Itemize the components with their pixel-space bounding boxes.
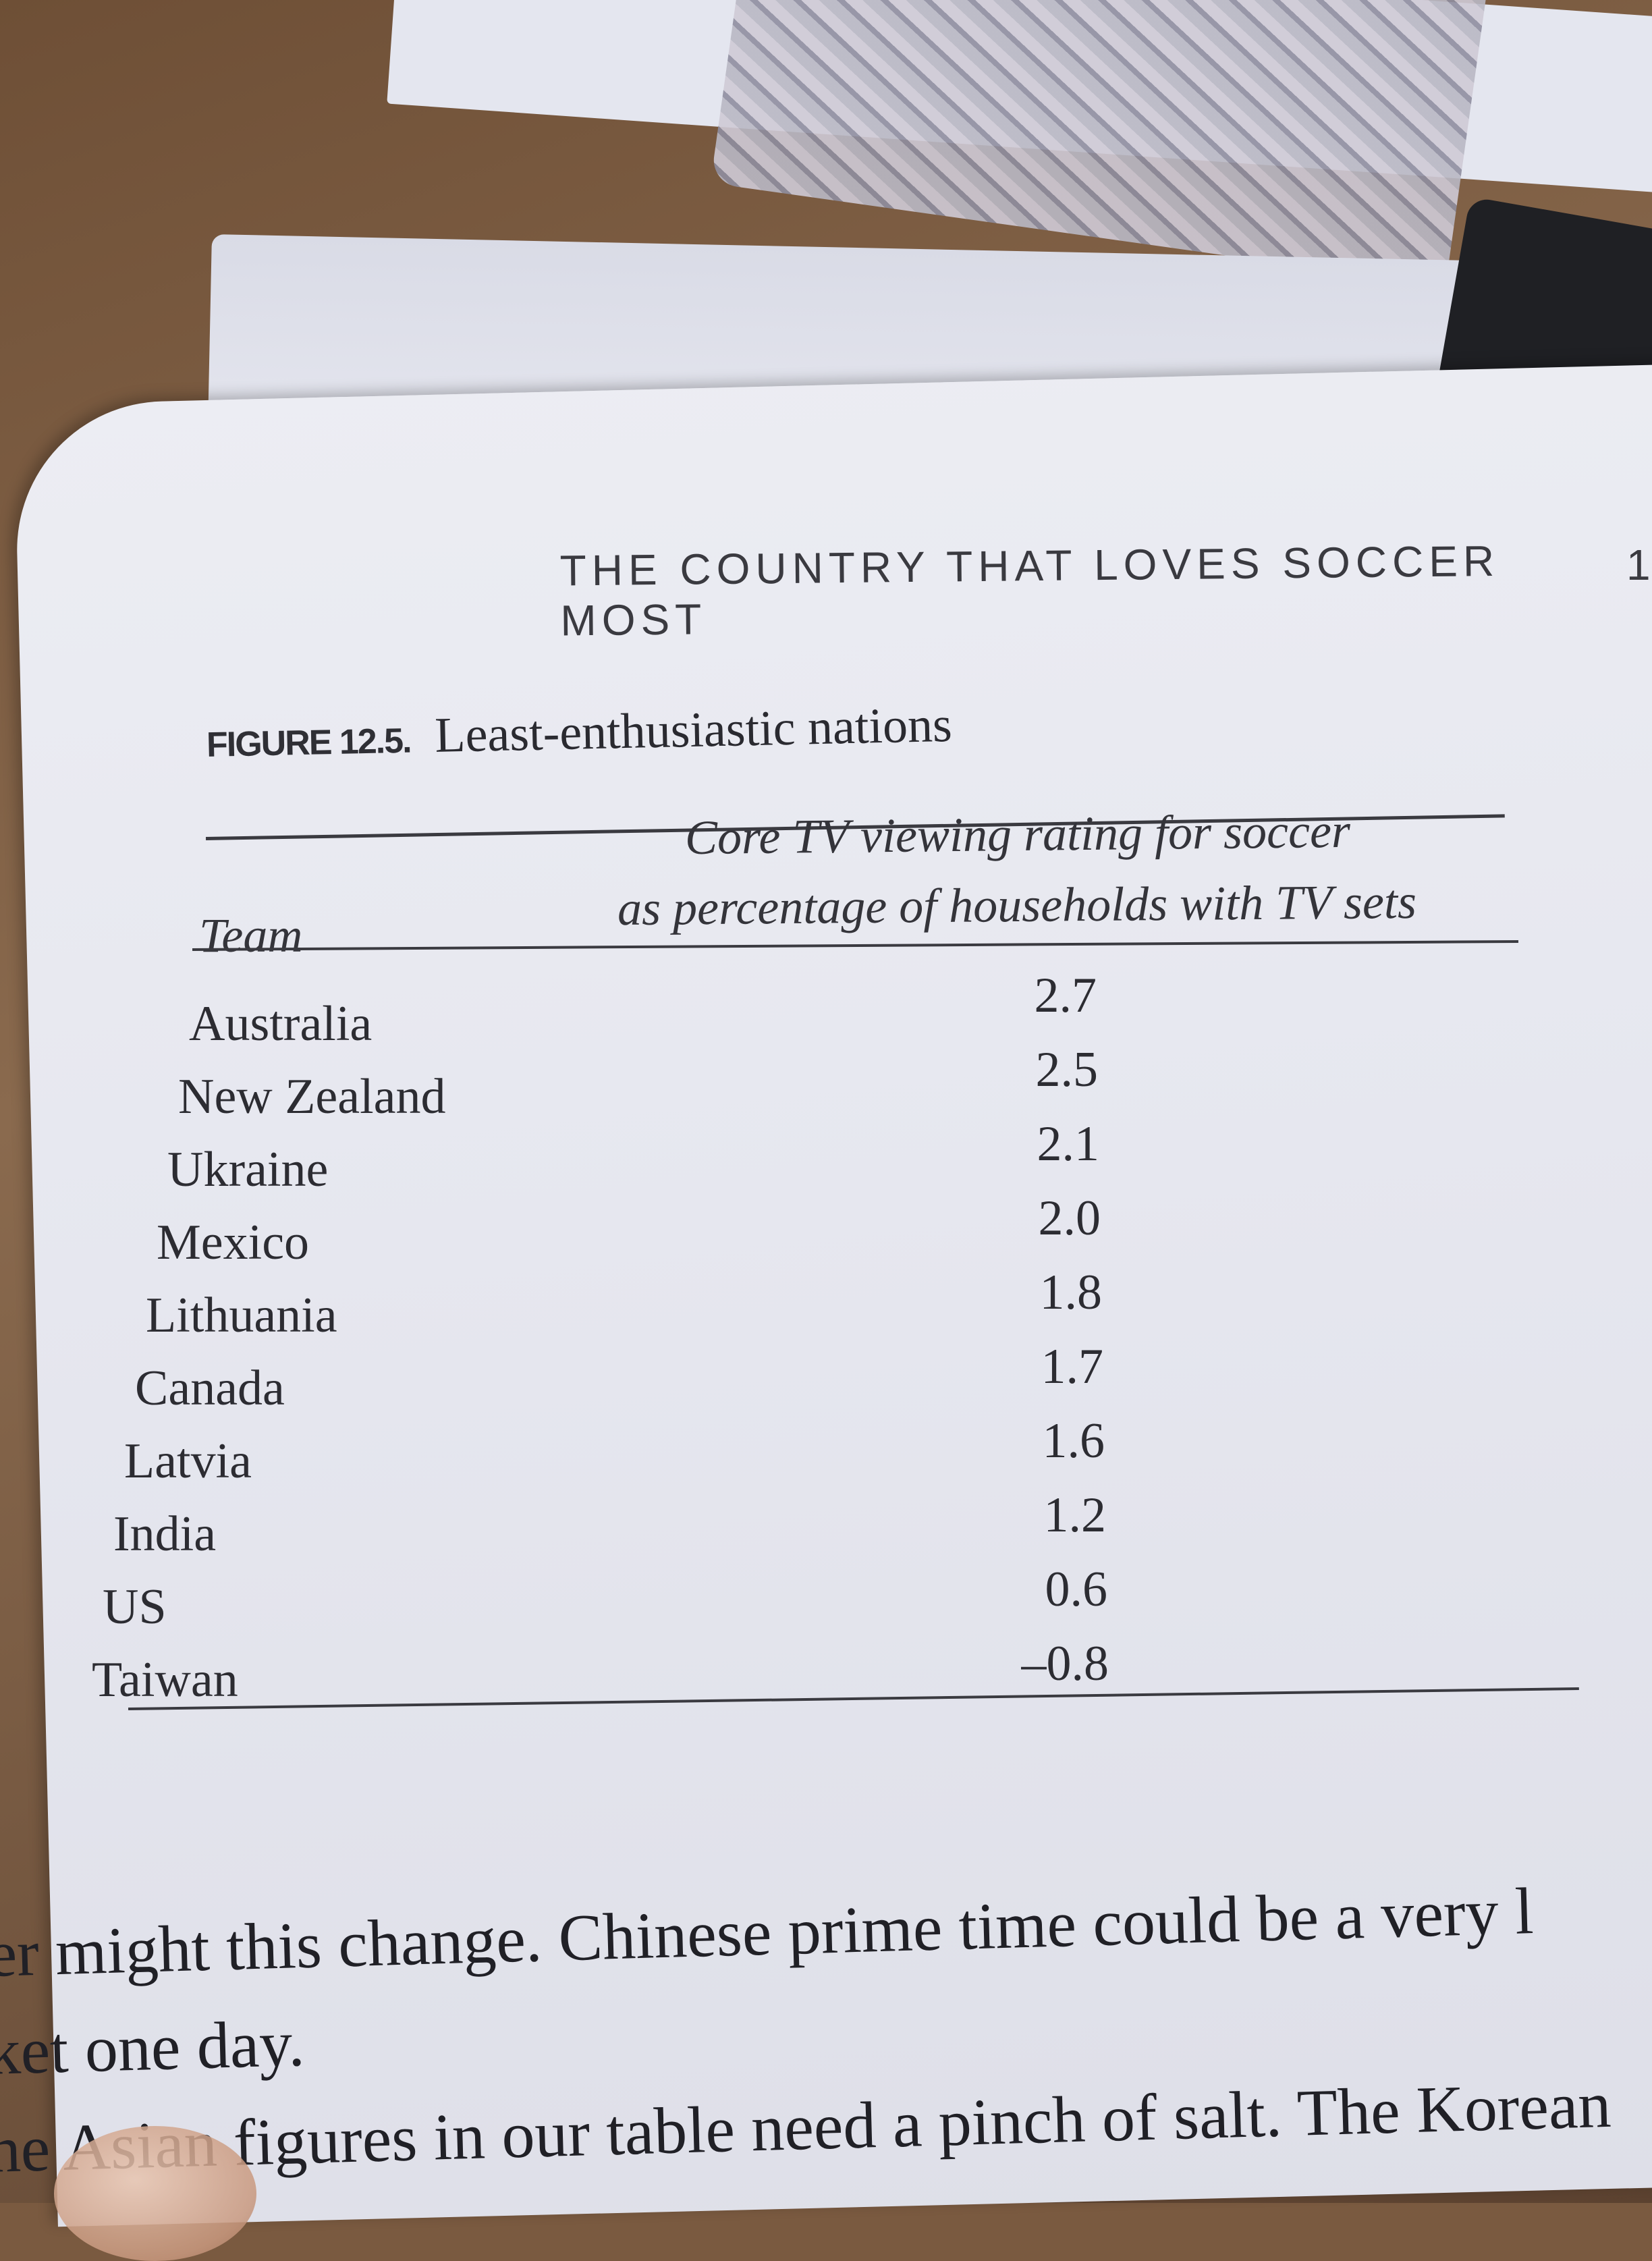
page-number: 1 (1626, 541, 1651, 589)
table-header-rule (192, 939, 1518, 951)
figure-title: Least-enthusiastic nations (434, 697, 953, 763)
page-content: THE COUNTRY THAT LOVES SOCCER MOST 1 FIG… (0, 536, 1651, 2187)
table-row-value: 2.0 (1038, 1191, 1101, 1246)
table-row-value: –0.8 (1021, 1636, 1109, 1691)
body-text-line: er might this change. Chinese prime time… (0, 1875, 1535, 1991)
column-header-team: Team (199, 908, 303, 962)
table-row-team: New Zealand (178, 1069, 446, 1124)
table-row-team: India (113, 1506, 217, 1562)
table-bottom-rule (128, 1687, 1579, 1710)
table-row-value: 2.1 (1037, 1116, 1100, 1172)
table-row-team: Australia (189, 996, 373, 1052)
table-row-value: 2.7 (1034, 968, 1097, 1023)
table-row-team: Mexico (157, 1215, 310, 1270)
table-row-value: 1.6 (1042, 1413, 1105, 1469)
table-row-value: 0.6 (1045, 1562, 1108, 1617)
figure-label: FIGURE 12.5. (206, 721, 412, 765)
table-row-value: 2.5 (1035, 1042, 1099, 1097)
table-row-team: Canada (135, 1361, 285, 1416)
table-row-team: Latvia (124, 1434, 252, 1489)
fingertip (54, 2126, 256, 2261)
column-header-rating-line2: as percentage of households with TV sets (617, 874, 1417, 936)
table-row-team: Lithuania (146, 1288, 337, 1343)
table-row-team: Taiwan (92, 1652, 238, 1708)
table-row-team: Ukraine (167, 1142, 329, 1197)
figure-caption: FIGURE 12.5. Least-enthusiastic nations (206, 697, 953, 769)
body-text-line: ket one day. (0, 2007, 306, 2089)
running-head: THE COUNTRY THAT LOVES SOCCER MOST (559, 536, 1500, 645)
table-row-value: 1.7 (1041, 1339, 1104, 1394)
table-row-value: 1.2 (1043, 1488, 1107, 1543)
table-row-team: US (103, 1579, 167, 1635)
column-header-rating-line1: Core TV viewing rating for soccer (684, 803, 1351, 865)
table-row-value: 1.8 (1039, 1265, 1103, 1320)
